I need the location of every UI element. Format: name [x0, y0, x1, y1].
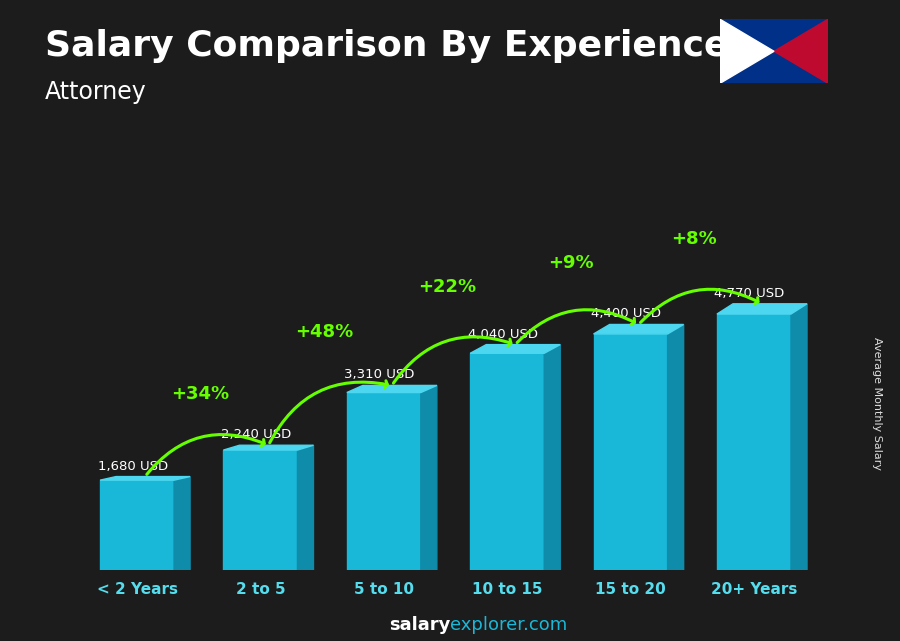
- Polygon shape: [470, 353, 544, 570]
- Text: 4,040 USD: 4,040 USD: [468, 328, 537, 340]
- Polygon shape: [717, 314, 791, 570]
- Text: +48%: +48%: [295, 323, 353, 341]
- Text: 4,400 USD: 4,400 USD: [591, 308, 662, 320]
- Polygon shape: [668, 324, 684, 570]
- Text: 3,310 USD: 3,310 USD: [345, 369, 415, 381]
- Polygon shape: [174, 476, 190, 570]
- Polygon shape: [346, 385, 436, 392]
- Text: 4,770 USD: 4,770 USD: [715, 287, 785, 300]
- Text: +22%: +22%: [418, 278, 476, 296]
- Polygon shape: [100, 480, 174, 570]
- Polygon shape: [544, 345, 560, 570]
- Polygon shape: [470, 345, 560, 353]
- Polygon shape: [346, 392, 421, 570]
- Text: +9%: +9%: [548, 254, 594, 272]
- Polygon shape: [774, 19, 828, 83]
- Polygon shape: [791, 304, 807, 570]
- Polygon shape: [594, 334, 668, 570]
- Polygon shape: [223, 450, 297, 570]
- Polygon shape: [223, 445, 313, 450]
- Polygon shape: [100, 476, 190, 480]
- Text: Salary Comparison By Experience: Salary Comparison By Experience: [45, 29, 728, 63]
- Polygon shape: [594, 324, 684, 334]
- Text: 1,680 USD: 1,680 USD: [97, 460, 167, 472]
- Polygon shape: [421, 385, 436, 570]
- Polygon shape: [297, 445, 313, 570]
- Text: Average Monthly Salary: Average Monthly Salary: [872, 337, 883, 470]
- Text: +8%: +8%: [671, 230, 717, 248]
- Polygon shape: [717, 304, 807, 314]
- Text: Attorney: Attorney: [45, 80, 147, 104]
- Polygon shape: [720, 19, 774, 83]
- Text: explorer.com: explorer.com: [450, 616, 567, 634]
- Text: +34%: +34%: [172, 385, 230, 403]
- Text: 2,240 USD: 2,240 USD: [220, 428, 292, 441]
- Text: salary: salary: [389, 616, 450, 634]
